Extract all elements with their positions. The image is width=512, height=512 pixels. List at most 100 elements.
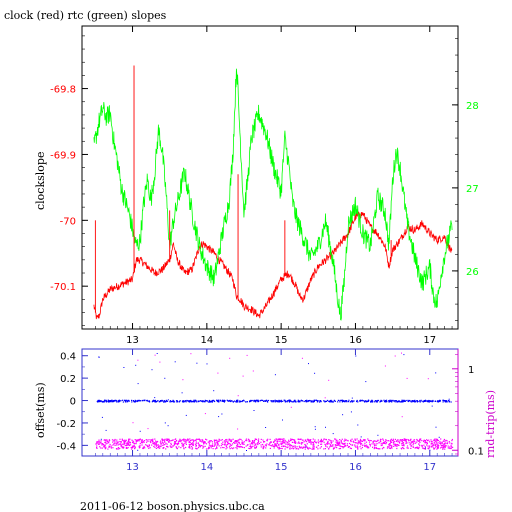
rnd-trip-point: [406, 442, 408, 444]
offset-point: [342, 399, 344, 401]
rnd-trip-point: [307, 439, 309, 441]
rnd-trip-point: [147, 440, 149, 442]
offset-point: [445, 400, 447, 402]
rnd-trip-point: [344, 444, 346, 446]
rnd-trip-point: [260, 444, 262, 446]
rnd-trip-point: [392, 441, 395, 443]
offset-point: [423, 400, 426, 402]
offset-point: [179, 400, 181, 402]
offset-point: [398, 400, 400, 402]
rnd-trip-point: [103, 439, 105, 441]
offset-point: [160, 400, 162, 402]
rnd-trip-point: [273, 445, 275, 447]
rnd-trip-point: [243, 447, 245, 449]
rnd-trip-point: [121, 447, 123, 449]
rnd-trip-point: [124, 439, 126, 441]
rnd-trip-point: [252, 445, 254, 447]
offset-point: [314, 399, 316, 401]
rnd-trip-point: [190, 439, 192, 442]
rnd-trip-point: [240, 446, 242, 448]
rnd-trip-point: [332, 447, 335, 449]
rnd-trip-point: [254, 444, 256, 447]
bottom-y-axis-label: offset(ms): [34, 382, 47, 438]
rnd-trip-point: [208, 444, 210, 446]
rnd-trip-point: [351, 444, 353, 446]
offset-point: [113, 400, 115, 402]
rnd-trip-point: [310, 441, 312, 443]
rnd-trip-point: [172, 439, 174, 441]
rnd-trip-point: [306, 441, 308, 443]
y-tick-label: -0.2: [56, 419, 76, 430]
rnd-trip-point: [199, 440, 201, 442]
rnd-trip-point: [134, 446, 136, 448]
rnd-trip-point: [441, 446, 443, 448]
rnd-trip-point: [324, 443, 326, 445]
rnd-trip-point: [296, 446, 298, 448]
rnd-trip-point: [313, 443, 315, 445]
rnd-trip-point: [287, 441, 289, 443]
offset-point: [249, 400, 251, 402]
rnd-trip-point: [108, 446, 110, 448]
rnd-trip-point: [257, 442, 259, 444]
rnd-trip-point: [260, 441, 262, 443]
rnd-trip-point: [329, 439, 331, 441]
rnd-trip-point: [308, 439, 311, 441]
offset-point: [356, 400, 358, 403]
offset-point: [397, 401, 399, 403]
rnd-trip-point: [364, 440, 366, 442]
rnd-trip-point: [131, 439, 133, 441]
rnd-trip-point: [414, 447, 416, 449]
offset-point: [192, 401, 194, 403]
offset-point: [112, 401, 115, 403]
rnd-trip-point: [114, 438, 116, 441]
rnd-trip-point: [434, 444, 437, 447]
rnd-trip-point: [413, 442, 415, 444]
rnd-trip-point: [290, 438, 292, 440]
offset-point: [348, 399, 350, 401]
rnd-trip-point: [428, 441, 431, 443]
rnd-trip-point: [360, 444, 362, 446]
rnd-trip-point: [451, 443, 453, 445]
offset-point: [414, 401, 416, 403]
rnd-trip-point: [145, 444, 147, 446]
rnd-trip-point: [336, 441, 338, 443]
rnd-trip-point: [390, 446, 392, 448]
rnd-trip-point: [282, 438, 284, 440]
rnd-trip-point: [256, 445, 258, 447]
offset-point: [124, 399, 126, 401]
rnd-trip-point: [383, 442, 385, 444]
rnd-trip-point: [338, 442, 341, 444]
offset-point: [442, 399, 445, 401]
offset-point: [401, 399, 403, 401]
offset-point: [344, 401, 346, 403]
rnd-trip-point: [146, 445, 148, 447]
rnd-trip-point: [444, 446, 446, 448]
rnd-trip-point: [243, 441, 246, 443]
rnd-trip-point: [344, 439, 347, 441]
rnd-trip-point: [205, 448, 208, 450]
rnd-trip-point: [131, 448, 133, 450]
offset-outlier: [167, 425, 169, 427]
rnd-trip-point: [114, 442, 116, 444]
rnd-trip-point: [148, 445, 150, 447]
rnd-trip-point: [210, 445, 212, 447]
footer-caption: 2011-06-12 boson.physics.ubc.ca: [80, 500, 265, 512]
rnd-trip-point: [350, 443, 352, 446]
offset-outlier: [351, 397, 353, 399]
rnd-trip-outlier: [290, 406, 292, 408]
rnd-trip-point: [239, 438, 241, 440]
rnd-trip-point: [348, 446, 350, 448]
y-tick-label: -0.4: [56, 441, 76, 452]
rnd-trip-outlier: [301, 357, 303, 359]
offset-point: [277, 400, 279, 402]
rnd-trip-point: [207, 441, 209, 443]
offset-point: [176, 401, 178, 403]
rnd-trip-point: [330, 441, 332, 443]
rnd-trip-point: [206, 439, 208, 441]
rnd-trip-outlier: [182, 379, 184, 381]
rnd-trip-point: [403, 438, 405, 440]
rnd-trip-point: [240, 438, 242, 441]
rnd-trip-point: [248, 447, 250, 449]
offset-point: [402, 399, 404, 401]
offset-point: [102, 401, 104, 403]
